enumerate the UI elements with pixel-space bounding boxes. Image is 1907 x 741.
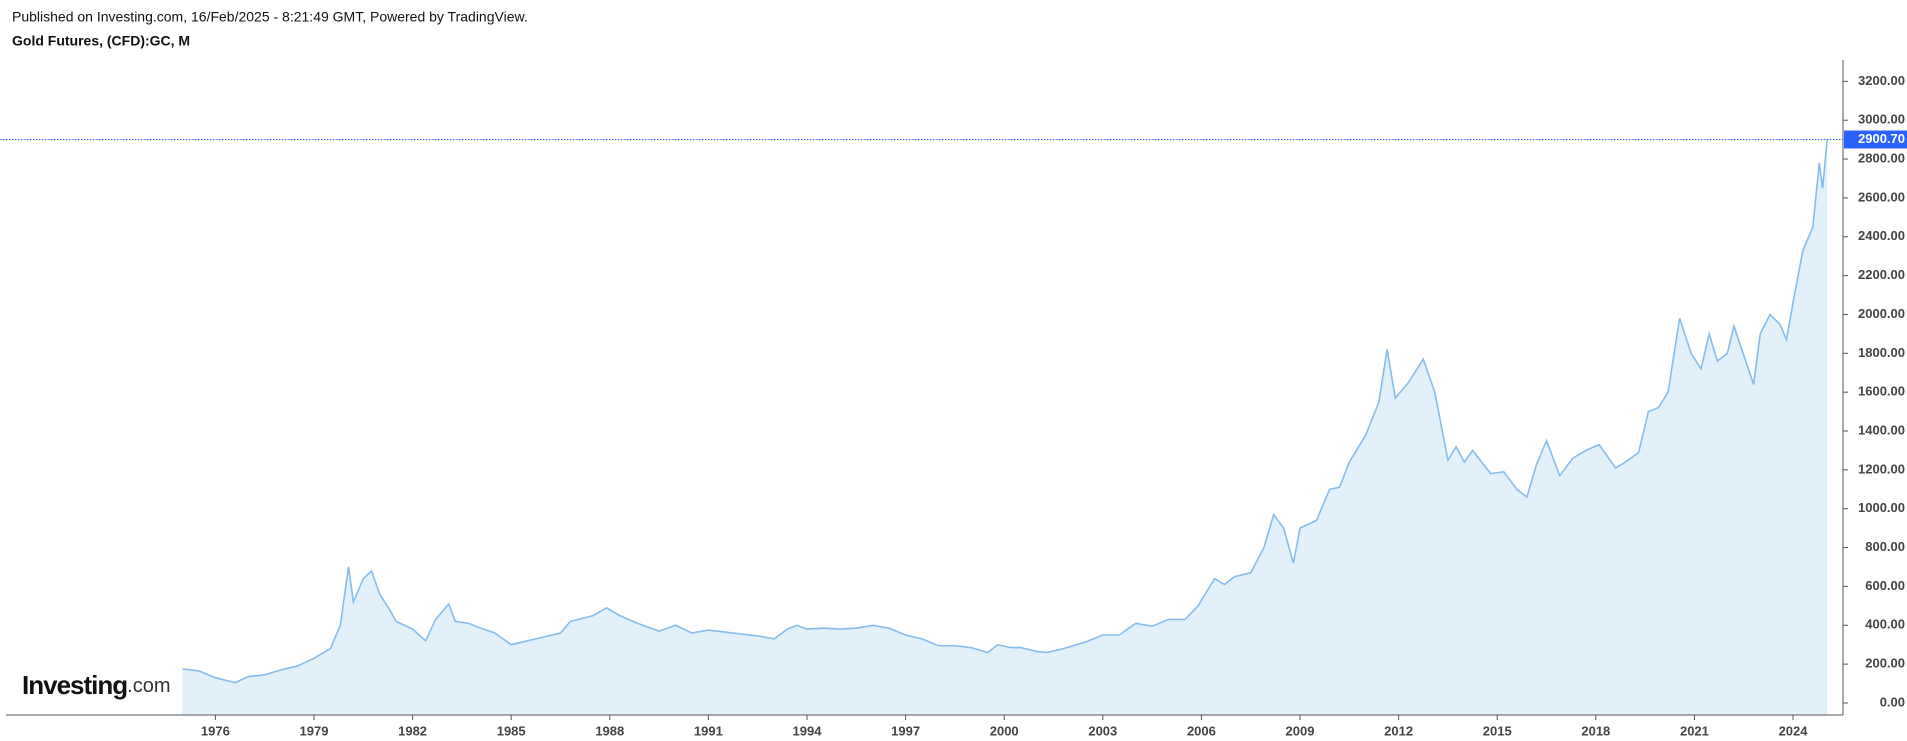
x-tick-label: 2009 (1286, 723, 1315, 738)
last-price-box (1844, 130, 1907, 149)
x-tick-label: 2018 (1581, 723, 1610, 738)
y-tick-label: 2800.00 (1858, 151, 1905, 166)
x-tick-label: 1991 (694, 723, 723, 738)
x-tick-label: 1994 (793, 723, 823, 738)
y-tick-label: 2200.00 (1858, 267, 1905, 282)
y-tick-label: 1400.00 (1858, 422, 1905, 437)
x-tick-label: 2021 (1680, 723, 1709, 738)
x-tick-label: 1982 (398, 723, 427, 738)
x-tick-label: 1985 (497, 723, 526, 738)
x-tick-label: 1979 (300, 723, 329, 738)
logo-suffix: .com (127, 675, 170, 697)
y-tick-label: 600.00 (1865, 578, 1905, 593)
y-tick-label: 200.00 (1865, 656, 1905, 671)
y-tick-label: 0.00 (1880, 694, 1905, 709)
logo-brand: Investing (22, 670, 127, 700)
y-tick-label: 1600.00 (1858, 384, 1905, 399)
y-tick-label: 400.00 (1865, 617, 1905, 632)
x-tick-label: 1976 (201, 723, 230, 738)
y-tick-label: 2400.00 (1858, 228, 1905, 243)
x-tick-label: 2024 (1779, 723, 1809, 738)
y-tick-label: 1800.00 (1858, 345, 1905, 360)
y-tick-label: 3000.00 (1858, 112, 1905, 127)
logo: Investing.com (22, 670, 170, 700)
published-note: Published on Investing.com, 16/Feb/2025 … (12, 9, 528, 25)
y-tick-label: 2000.00 (1858, 306, 1905, 321)
line (182, 139, 1828, 684)
y-tick-label: 3200.00 (1858, 73, 1905, 88)
x-tick-label: 2015 (1483, 723, 1512, 738)
y-tick-label: 2600.00 (1858, 189, 1905, 204)
x-tick-label: 2006 (1187, 723, 1216, 738)
area (182, 139, 1828, 715)
x-tick-label: 2012 (1384, 723, 1413, 738)
x-tick-label: 1988 (595, 723, 624, 738)
last-price-label: 2900.70 (1858, 131, 1905, 146)
x-tick-label: 1997 (891, 723, 920, 738)
y-tick-label: 800.00 (1865, 539, 1905, 554)
y-tick-label: 1000.00 (1858, 500, 1905, 515)
x-tick-label: 2003 (1088, 723, 1117, 738)
symbol-title: Gold Futures, (CFD):GC, M (12, 33, 190, 49)
x-tick-label: 2000 (990, 723, 1019, 738)
y-tick-label: 1200.00 (1858, 461, 1905, 476)
